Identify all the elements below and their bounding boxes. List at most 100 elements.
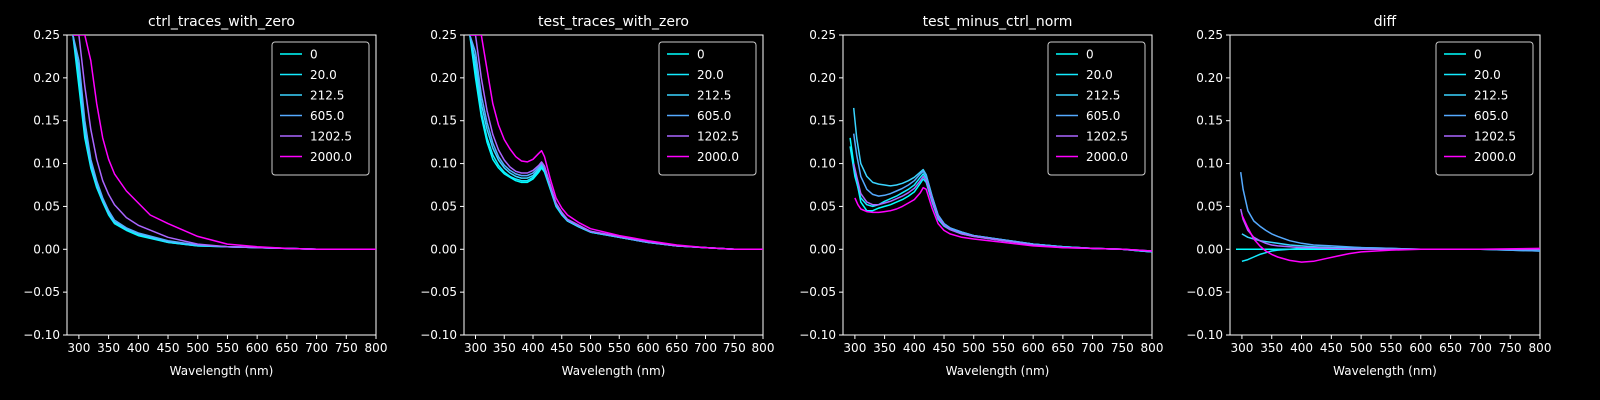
series-line-1202.5 — [852, 163, 1152, 252]
series-line-1202.5 — [1239, 208, 1540, 251]
legend: 0 20.0 212.5 605.0 1202.5 2000.0 — [658, 41, 757, 176]
x-tick-label: 650 — [1051, 341, 1074, 355]
series-line-1202.5 — [469, 35, 763, 251]
legend-entry-label: 2000.0 — [697, 150, 739, 164]
legend-entry-label: 0 — [1086, 48, 1094, 62]
x-tick-label: 800 — [1529, 341, 1552, 355]
legend-entry-label: 2000.0 — [1474, 150, 1516, 164]
x-tick-label: 700 — [1469, 341, 1492, 355]
y-tick-label: −0.10 — [799, 328, 836, 342]
series-line-2000.0 — [854, 186, 1152, 252]
y-tick-label: 0.10 — [1196, 157, 1223, 171]
y-tick-label: 0.25 — [809, 28, 836, 42]
x-tick-label: 450 — [933, 341, 956, 355]
y-tick-label: 0.00 — [809, 242, 836, 256]
y-tick-label: −0.10 — [420, 328, 457, 342]
legend-entry-label: 212.5 — [310, 89, 344, 103]
legend: 0 20.0 212.5 605.0 1202.5 2000.0 — [271, 41, 370, 176]
legend: 0 20.0 212.5 605.0 1202.5 2000.0 — [1047, 41, 1146, 176]
y-tick-label: 0.15 — [33, 114, 60, 128]
x-tick-label: 300 — [464, 341, 487, 355]
legend-entry-label: 212.5 — [697, 89, 731, 103]
legend-entry-label: 212.5 — [1474, 89, 1508, 103]
y-tick-label: 0.15 — [430, 114, 457, 128]
x-tick-label: 650 — [1439, 341, 1462, 355]
legend-entry-label: 1202.5 — [1474, 130, 1516, 144]
x-tick-label: 600 — [246, 341, 269, 355]
x-tick-label: 600 — [1409, 341, 1432, 355]
legend-entry-label: 0 — [310, 48, 318, 62]
x-axis-label: Wavelength (nm) — [946, 364, 1050, 378]
legend-entry-label: 1202.5 — [697, 130, 739, 144]
x-tick-label: 350 — [873, 341, 896, 355]
x-tick-label: 650 — [275, 341, 298, 355]
x-tick-label: 550 — [216, 341, 239, 355]
series-line-2000.0 — [469, 35, 763, 251]
x-tick-label: 800 — [752, 341, 775, 355]
plot-frame — [66, 34, 377, 336]
y-tick-label: 0.00 — [1196, 242, 1223, 256]
legend-entry-label: 0 — [697, 48, 705, 62]
legend-entry-label: 212.5 — [1086, 89, 1120, 103]
legend-entry-label: 605.0 — [1474, 109, 1508, 123]
x-axis-label: Wavelength (nm) — [562, 364, 666, 378]
legend-entry-label: 1202.5 — [310, 130, 352, 144]
y-tick-label: 0.05 — [430, 199, 457, 213]
y-tick-label: −0.05 — [420, 285, 457, 299]
x-tick-label: 450 — [1320, 341, 1343, 355]
x-tick-label: 450 — [550, 341, 573, 355]
series-lines — [469, 35, 763, 251]
legend-entry-label: 1202.5 — [1086, 130, 1128, 144]
y-tick-label: 0.20 — [1196, 71, 1223, 85]
series-line-2000.0 — [1241, 214, 1540, 263]
x-tick-label: 550 — [1380, 341, 1403, 355]
x-tick-label: 300 — [1230, 341, 1253, 355]
x-tick-label: 750 — [723, 341, 746, 355]
y-tick-label: 0.15 — [809, 114, 836, 128]
y-tick-label: −0.05 — [1186, 285, 1223, 299]
y-tick-label: 0.00 — [33, 242, 60, 256]
x-tick-label: 800 — [365, 341, 388, 355]
y-tick-label: 0.05 — [33, 199, 60, 213]
y-tick-label: −0.05 — [23, 285, 60, 299]
x-tick-label: 500 — [962, 341, 985, 355]
y-tick-label: 0.05 — [809, 199, 836, 213]
y-tick-label: 0.10 — [809, 157, 836, 171]
plot-frame — [1229, 34, 1541, 336]
panel-title: diff — [1374, 14, 1397, 30]
x-tick-label: 400 — [127, 341, 150, 355]
legend-entry-label: 605.0 — [310, 109, 344, 123]
x-axis-label: Wavelength (nm) — [1333, 364, 1437, 378]
x-tick-label: 300 — [67, 341, 90, 355]
legend-entry-label: 20.0 — [697, 68, 724, 82]
series-lines — [72, 35, 376, 251]
y-tick-label: 0.20 — [33, 71, 60, 85]
x-tick-label: 600 — [1022, 341, 1045, 355]
x-tick-label: 550 — [608, 341, 631, 355]
legend-entry-label: 0 — [1474, 48, 1482, 62]
x-axis-label: Wavelength (nm) — [170, 364, 274, 378]
x-tick-label: 500 — [579, 341, 602, 355]
y-tick-label: −0.10 — [1186, 328, 1223, 342]
y-tick-label: 0.00 — [430, 242, 457, 256]
x-tick-label: 800 — [1141, 341, 1164, 355]
panel-diff: diff Wavelength (nm) 300 350 400 450 500 550 6… — [1186, 14, 1551, 378]
y-tick-label: 0.20 — [430, 71, 457, 85]
y-tick-label: 0.10 — [33, 157, 60, 171]
legend-entry-label: 605.0 — [697, 109, 731, 123]
plot-frame — [463, 34, 764, 336]
panel-ctrl-traces-with-zero: ctrl_traces_with_zero Wavelength (nm) 30… — [23, 14, 387, 378]
legend-entry-label: 20.0 — [1086, 68, 1113, 82]
series-line-2000.0 — [72, 35, 376, 251]
y-tick-label: 0.15 — [1196, 114, 1223, 128]
legend-entry-label: 20.0 — [310, 68, 337, 82]
x-tick-label: 350 — [97, 341, 120, 355]
x-tick-label: 750 — [335, 341, 358, 355]
series-lines — [849, 107, 1152, 253]
x-tick-label: 550 — [992, 341, 1015, 355]
legend-entry-label: 20.0 — [1474, 68, 1501, 82]
panel-test-traces-with-zero: test_traces_with_zero Wavelength (nm) 30… — [420, 14, 774, 378]
legend-entry-label: 2000.0 — [310, 150, 352, 164]
legend: 0 20.0 212.5 605.0 1202.5 2000.0 — [1435, 41, 1534, 176]
